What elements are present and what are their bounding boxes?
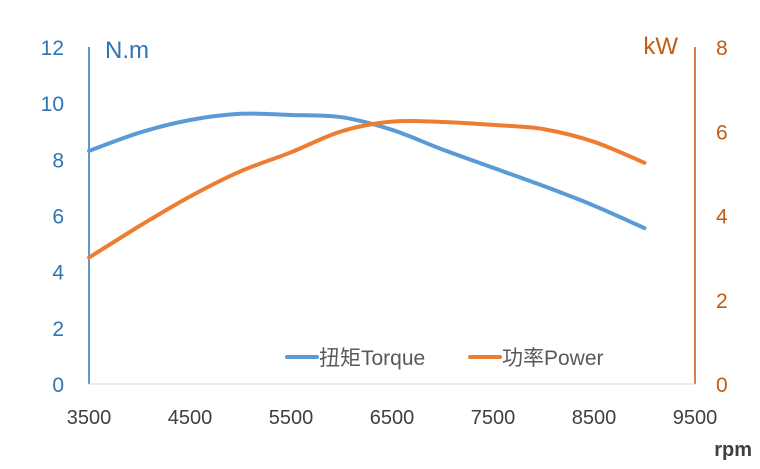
- legend-label: 扭矩Torque: [319, 347, 425, 370]
- x-tick-label: 5500: [269, 407, 314, 429]
- axes-layer: [88, 47, 696, 385]
- right-y-tick-labels: 0 2 4 6 8: [716, 37, 728, 397]
- right-y-tick-label: 8: [716, 37, 728, 60]
- x-axis-label: rpm: [714, 439, 752, 461]
- left-y-tick-label: 10: [41, 93, 64, 116]
- x-tick-labels: 3500 4500 5500 6500 7500 8500 9500: [67, 407, 718, 429]
- left-y-tick-label: 4: [52, 262, 64, 285]
- legend-item: 功率Power: [468, 347, 604, 370]
- left-y-tick-label: 2: [52, 318, 64, 341]
- left-y-tick-label: 12: [41, 37, 64, 60]
- x-tick-label: 8500: [572, 407, 617, 429]
- x-tick-label: 7500: [471, 407, 516, 429]
- torque-series-line: [87, 111, 647, 231]
- x-tick-label: 9500: [673, 407, 718, 429]
- legend: 扭矩Torque 功率Power: [285, 347, 604, 370]
- right-y-tick-label: 0: [716, 374, 728, 397]
- power-series-line: [87, 118, 647, 260]
- left-y-unit-label: N.m: [105, 37, 149, 64]
- right-y-tick-label: 4: [716, 206, 728, 229]
- legend-item: 扭矩Torque: [285, 347, 425, 370]
- x-tick-label: 6500: [370, 407, 415, 429]
- right-y-tick-label: 6: [716, 121, 728, 144]
- right-y-unit-label: kW: [643, 33, 678, 60]
- legend-label: 功率Power: [502, 347, 604, 370]
- left-y-tick-label: 0: [52, 374, 64, 397]
- left-y-tick-label: 8: [52, 149, 64, 172]
- left-y-tick-labels: 0 2 4 6 8 10 12: [41, 37, 65, 397]
- x-tick-label: 3500: [67, 407, 112, 429]
- series-layer: [87, 111, 647, 260]
- right-y-tick-label: 2: [716, 290, 728, 313]
- x-tick-label: 4500: [168, 407, 213, 429]
- left-y-tick-label: 6: [52, 206, 64, 229]
